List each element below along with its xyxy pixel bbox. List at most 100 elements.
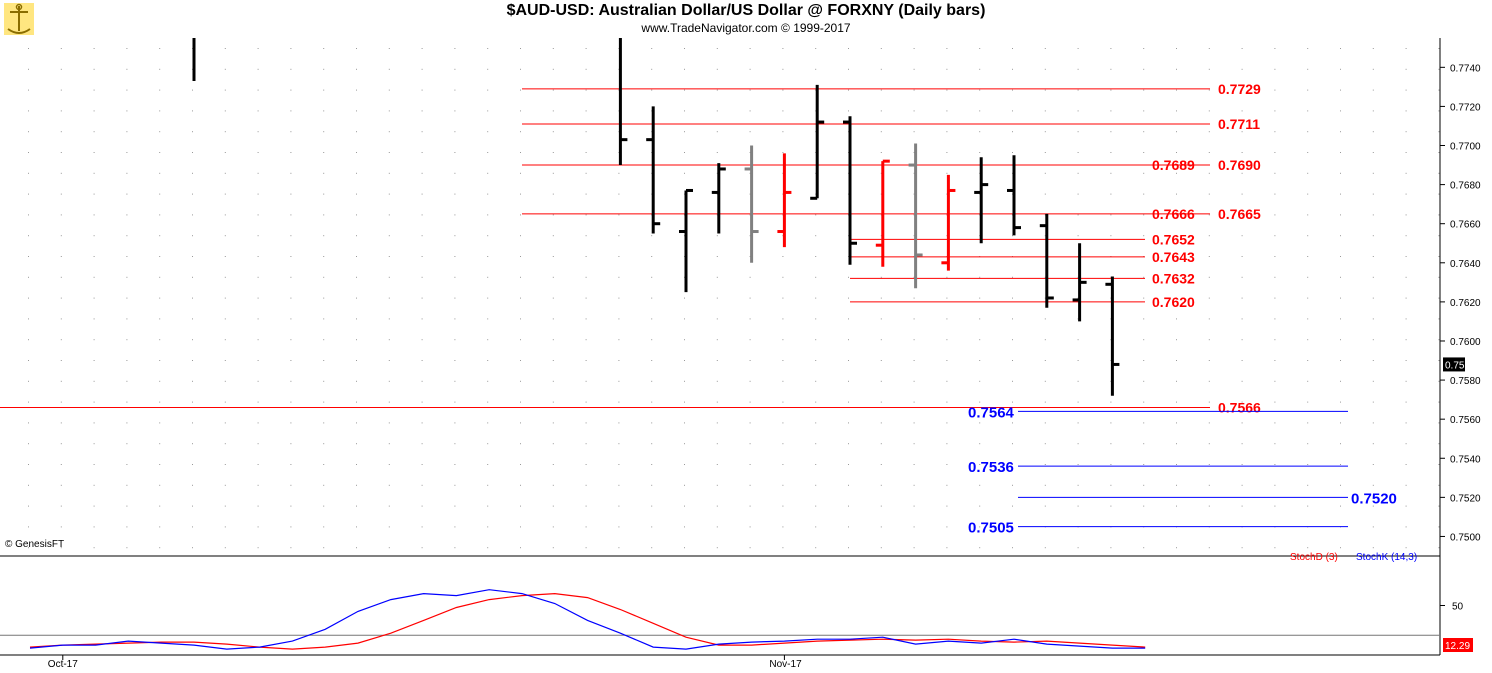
grid-dot [1044, 193, 1046, 195]
grid-dot [1241, 547, 1243, 549]
grid-dot [1241, 380, 1243, 382]
grid-dot [454, 464, 456, 465]
grid-dot [913, 360, 915, 361]
grid-dot [1307, 505, 1309, 507]
grid-dot [880, 89, 882, 91]
grid-dot [1372, 131, 1374, 133]
grid-dot [126, 152, 128, 153]
grid-dot [1110, 547, 1112, 549]
grid-dot [290, 48, 292, 49]
grid-dot [782, 256, 784, 257]
grid-dot [388, 422, 390, 424]
grid-dot [1176, 339, 1177, 341]
chart-subtitle: www.TradeNavigator.com © 1999-2017 [641, 21, 851, 35]
grid-dot [1340, 110, 1341, 112]
grid-dot [1077, 193, 1079, 195]
grid-dot [257, 172, 259, 174]
grid-dot [93, 484, 95, 486]
grid-dot [356, 276, 357, 278]
grid-dot [716, 505, 718, 507]
grid-dot [421, 464, 423, 465]
grid-dot [782, 152, 784, 153]
grid-dot [323, 297, 325, 299]
grid-dot [159, 193, 161, 195]
grid-dot [487, 48, 489, 49]
grid-dot [1012, 339, 1013, 341]
grid-dot [290, 339, 292, 341]
grid-dot [946, 339, 948, 341]
grid-dot [356, 360, 357, 361]
grid-dot [1208, 193, 1210, 195]
grid-dot [1340, 172, 1341, 174]
grid-dot [290, 193, 292, 195]
grid-dot [487, 256, 489, 257]
grid-dot [224, 443, 226, 445]
grid-dot [192, 380, 193, 382]
grid-dot [290, 297, 292, 299]
grid-dot [815, 318, 817, 320]
grid-dot [1208, 318, 1210, 320]
grid-dot [979, 48, 981, 49]
target-label: 0.7520 [1351, 490, 1397, 507]
price-tick-label: 0.7740 [1450, 63, 1481, 74]
grid-dot [93, 464, 95, 465]
grid-dot [126, 505, 128, 507]
grid-dot [1274, 380, 1276, 382]
grid-dot [28, 443, 29, 445]
grid-dot [421, 172, 423, 174]
grid-dot [192, 131, 193, 133]
grid-dot [323, 318, 325, 320]
grid-dot [1274, 276, 1276, 278]
grid-dot [323, 235, 325, 237]
grid-dot [1012, 422, 1013, 424]
grid-dot [454, 68, 456, 70]
grid-dot [487, 422, 489, 424]
grid-dot [552, 401, 554, 403]
grid-dot [290, 172, 292, 174]
grid-dot [257, 484, 259, 486]
grid-dot [159, 526, 161, 528]
grid-dot [323, 68, 325, 70]
grid-dot [192, 422, 193, 424]
grid-dot [782, 276, 784, 278]
grid-dot [651, 464, 653, 465]
grid-dot [388, 443, 390, 445]
grid-dot [716, 276, 718, 278]
grid-dot [192, 339, 193, 341]
grid-dot [684, 89, 685, 91]
grid-dot [159, 339, 161, 341]
grid-dot [1143, 464, 1145, 465]
grid-dot [913, 526, 915, 528]
grid-dot [1176, 401, 1177, 403]
grid-dot [454, 152, 456, 153]
grid-dot [1307, 297, 1309, 299]
grid-dot [1307, 131, 1309, 133]
grid-dot [782, 505, 784, 507]
grid-dot [1307, 547, 1309, 549]
grid-dot [1012, 464, 1013, 465]
grid-dot [1077, 401, 1079, 403]
grid-dot [552, 110, 554, 112]
grid-dot [880, 484, 882, 486]
grid-dot [1143, 484, 1145, 486]
grid-dot [552, 193, 554, 195]
grid-dot [1405, 339, 1407, 341]
grid-dot [782, 464, 784, 465]
grid-dot [159, 422, 161, 424]
grid-dot [520, 297, 521, 299]
grid-dot [388, 89, 390, 91]
grid-dot [946, 526, 948, 528]
grid-dot [1340, 443, 1341, 445]
grid-dot [1208, 131, 1210, 133]
grid-dot [1274, 339, 1276, 341]
grid-dot [1372, 193, 1374, 195]
grid-dot [1340, 131, 1341, 133]
grid-dot [487, 89, 489, 91]
grid-dot [290, 526, 292, 528]
grid-dot [93, 131, 95, 133]
grid-dot [585, 401, 587, 403]
grid-dot [1307, 172, 1309, 174]
grid-dot [257, 131, 259, 133]
grid-dot [1077, 339, 1079, 341]
grid-dot [848, 48, 849, 49]
